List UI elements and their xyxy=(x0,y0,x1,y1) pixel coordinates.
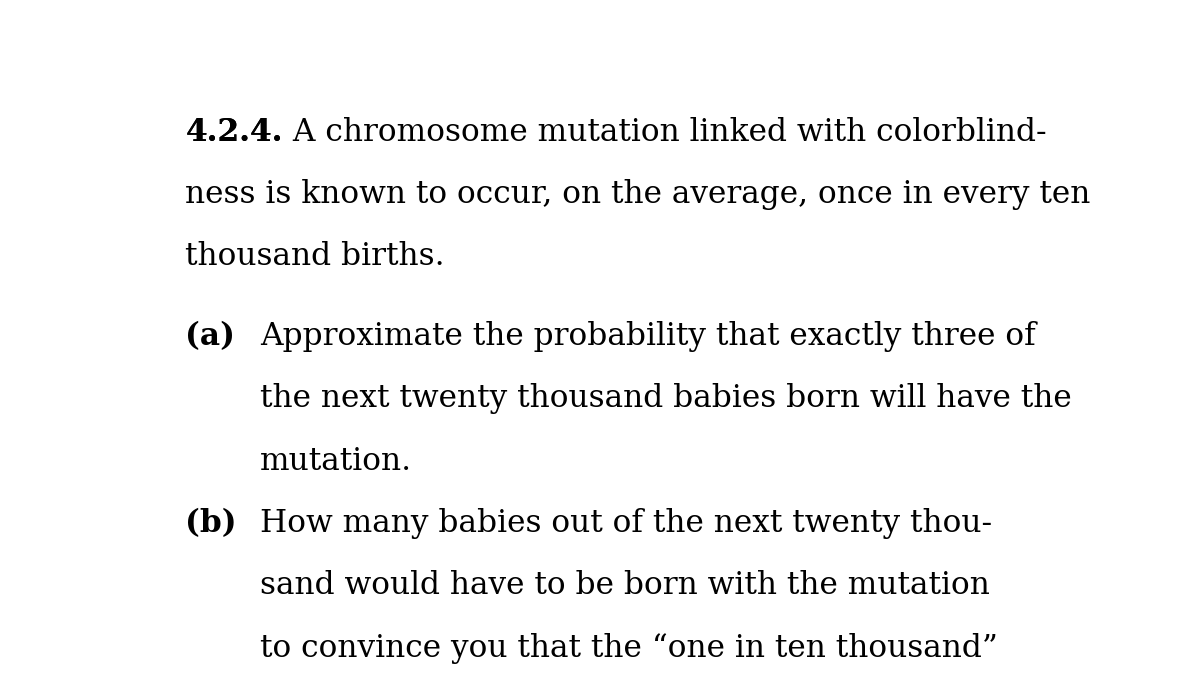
Text: to convince you that the “one in ten thousand”: to convince you that the “one in ten tho… xyxy=(259,632,997,664)
Text: mutation.: mutation. xyxy=(259,446,412,477)
Text: How many babies out of the next twenty thou-: How many babies out of the next twenty t… xyxy=(259,508,992,539)
Text: ness is known to occur, on the average, once in every ten: ness is known to occur, on the average, … xyxy=(185,179,1091,210)
Text: thousand births.: thousand births. xyxy=(185,241,445,272)
Text: A chromosome mutation linked with colorblind-: A chromosome mutation linked with colorb… xyxy=(283,117,1046,147)
Text: (b): (b) xyxy=(185,508,236,539)
Text: 4.2.4.: 4.2.4. xyxy=(185,117,283,147)
Text: Approximate the probability that exactly three of: Approximate the probability that exactly… xyxy=(259,321,1036,352)
Text: the next twenty thousand babies born will have the: the next twenty thousand babies born wil… xyxy=(259,383,1072,414)
Text: (a): (a) xyxy=(185,321,235,352)
Text: sand would have to be born with the mutation: sand would have to be born with the muta… xyxy=(259,570,990,602)
Text: 4.2.4.: 4.2.4. xyxy=(185,117,283,147)
